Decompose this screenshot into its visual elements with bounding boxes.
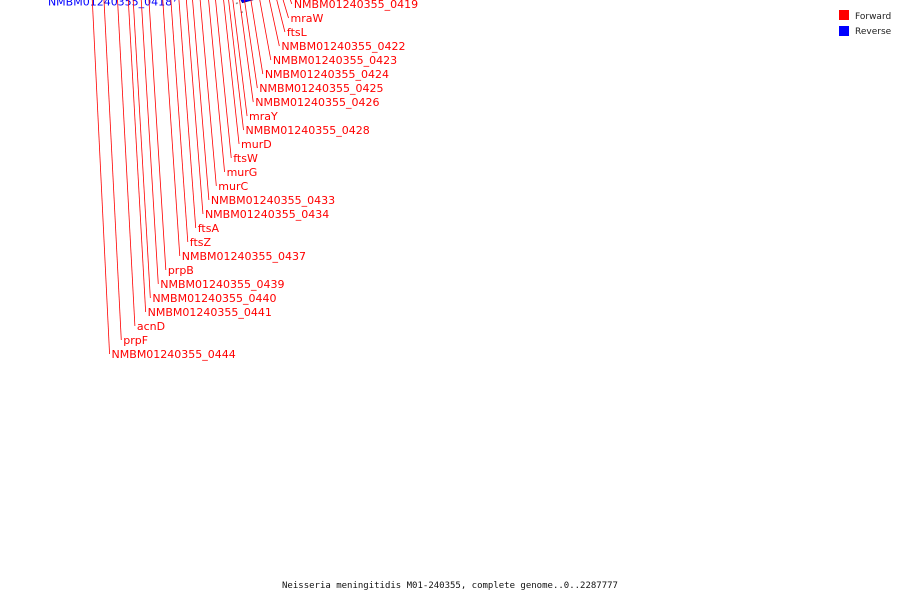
legend-swatch-reverse (839, 26, 849, 36)
legend-label-reverse: Reverse (855, 27, 892, 37)
gene-leader-line (140, 0, 159, 285)
gene-label: ftsL (287, 26, 308, 39)
gene-features (240, 0, 254, 4)
gene-label: acnD (137, 320, 165, 333)
gene-label: NMBM01240355_0424 (265, 68, 389, 81)
gene-label: prpF (123, 334, 148, 347)
gene-label: NMBM01240355_0439 (160, 278, 284, 291)
gene-labels: putPNMBM01240355_0412NMBM01240355_0413NM… (48, 0, 418, 361)
gene-leader-line (199, 0, 217, 187)
gene-label: murD (241, 138, 272, 151)
legend: Forward Reverse (839, 10, 892, 37)
gene-label: NMBM01240355_0444 (112, 348, 236, 361)
gene-label: NMBM01240355_0422 (281, 40, 405, 53)
gene-leader-line (91, 0, 110, 355)
minor-tick (235, 2, 239, 5)
gene-leader-line (148, 0, 167, 271)
gene-leader-line (208, 0, 225, 173)
gene-leader-line (250, 0, 264, 75)
gene-leader-line (127, 0, 147, 313)
gene-leader-line (276, 0, 286, 33)
gene-leader-line (244, 0, 258, 89)
gene-label: NMBM01240355_0419 (294, 0, 418, 11)
gene-leader-line (117, 0, 136, 327)
gene-label: ftsZ (190, 236, 212, 249)
gene-label: prpB (168, 264, 194, 277)
gene-leader-line (170, 0, 189, 243)
gene-leader-line (223, 0, 240, 145)
gene-leader-line (289, 0, 293, 5)
gene-label: ftsA (198, 222, 220, 235)
gene-leader-line (232, 0, 248, 117)
gene-label: NMBM01240355_0428 (246, 124, 370, 137)
gene-label: murC (218, 180, 248, 193)
gene-label: NMBM01240355_0426 (255, 96, 379, 109)
gene-leader-line (192, 0, 210, 201)
gene-leader-line (178, 0, 197, 229)
gene-label: NMBM01240355_0441 (148, 306, 272, 319)
gene-leader-line (132, 0, 151, 299)
gene-leader-line (215, 0, 232, 159)
gene-leader-line (239, 0, 254, 103)
gene-label: NMBM01240355_0425 (259, 82, 383, 95)
gene-label: NMBM01240355_0440 (152, 292, 276, 305)
map-caption: Neisseria meningitidis M01-240355, compl… (282, 581, 618, 591)
gene-leader-line (259, 0, 272, 61)
gene-label: mraW (291, 12, 324, 25)
gene-leader-line (162, 0, 181, 257)
legend-swatch-forward (839, 10, 849, 20)
gene-leader-line (228, 0, 244, 131)
gene-label: murG (227, 166, 258, 179)
gene-label: NMBM01240355_0418 (48, 0, 172, 9)
gene-arrow (240, 0, 254, 4)
gene-leader-line (185, 0, 204, 215)
legend-label-forward: Forward (855, 12, 891, 22)
gene-label: ftsW (233, 152, 258, 165)
gene-label: NMBM01240355_0437 (182, 250, 306, 263)
gene-leader-line (268, 0, 280, 47)
gene-label: mraY (249, 110, 278, 123)
gene-label: NMBM01240355_0423 (273, 54, 397, 67)
gene-label: NMBM01240355_0434 (205, 208, 329, 221)
gene-label: NMBM01240355_0433 (211, 194, 335, 207)
gene-leader-line (103, 0, 122, 341)
